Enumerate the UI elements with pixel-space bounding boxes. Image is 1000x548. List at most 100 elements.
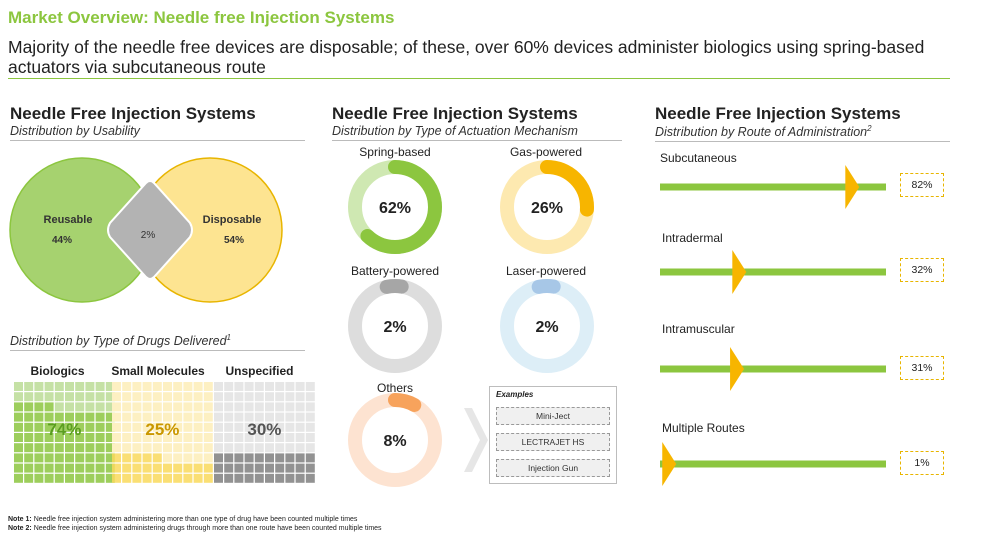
waffle-cell — [224, 433, 234, 442]
waffle-cell — [132, 433, 142, 442]
waffle-cell — [85, 473, 95, 483]
waffle-cell — [285, 433, 295, 442]
waffle-cell — [265, 402, 274, 412]
waffle-cell — [122, 473, 132, 483]
waffle-cell — [285, 422, 295, 432]
waffle-cell — [295, 402, 305, 412]
waffle-cell — [14, 402, 23, 412]
waffle-cell — [224, 422, 234, 432]
waffle-cell — [305, 463, 315, 473]
usability-subtitle: Distribution by Usability — [10, 124, 305, 141]
waffle-cell — [173, 392, 183, 402]
waffle-cell — [54, 402, 64, 412]
waffle-cell — [105, 463, 115, 473]
waffle-cell — [112, 422, 121, 432]
waffle-cell — [85, 443, 95, 453]
waffle-cell — [203, 402, 213, 412]
waffle-cell — [265, 453, 274, 463]
waffle-cell — [163, 453, 172, 463]
waffle-cell — [244, 392, 254, 402]
waffle-cell — [34, 463, 44, 473]
waffle-cell — [183, 473, 193, 483]
waffle-cell — [214, 382, 223, 391]
route-marker-0 — [845, 165, 860, 209]
waffle-cell — [142, 473, 152, 483]
waffle-cell — [254, 382, 264, 391]
waffle-cell — [254, 392, 264, 402]
example-injection-gun: Injection Gun — [496, 459, 610, 477]
waffle-cell — [142, 433, 152, 442]
waffle-cell — [44, 473, 54, 483]
waffle-cell — [14, 473, 23, 483]
waffle-cell — [132, 382, 142, 391]
route-bar-chart — [660, 165, 886, 486]
waffle-cell — [95, 473, 105, 483]
waffle-cell — [112, 382, 121, 391]
venn-disposable-label: Disposable — [203, 214, 262, 226]
footnotes: Note 1: Needle free injection system adm… — [8, 515, 382, 533]
pct-box-intradermal: 32% — [900, 258, 944, 282]
waffle-cell — [142, 402, 152, 412]
waffle-cell — [234, 412, 244, 422]
example-lectrajet: LECTRAJET HS — [496, 433, 610, 451]
waffle-value-1: 25% — [145, 420, 179, 439]
bar-label-intramuscular: Intramuscular — [662, 322, 735, 336]
waffle-cell — [183, 453, 193, 463]
waffle-cell — [152, 433, 162, 442]
waffle-cell — [183, 422, 193, 432]
waffle-cell — [275, 453, 285, 463]
waffle-cell — [44, 453, 54, 463]
waffle-cell — [254, 402, 264, 412]
waffle-cell — [224, 453, 234, 463]
waffle-cell — [132, 402, 142, 412]
waffle-cell — [173, 453, 183, 463]
waffle-cell — [285, 412, 295, 422]
waffle-cell — [24, 463, 34, 473]
waffle-cell — [132, 463, 142, 473]
donut-value: 2% — [535, 319, 558, 336]
waffle-cell — [142, 382, 152, 391]
waffle-cell — [254, 412, 264, 422]
waffle-cell — [122, 422, 132, 432]
waffle-cell — [183, 463, 193, 473]
waffle-cell — [163, 402, 172, 412]
waffle-cell — [214, 433, 223, 442]
waffle-cell — [95, 402, 105, 412]
donut-arc — [348, 160, 442, 254]
waffle-cell — [244, 433, 254, 442]
waffle-cell — [295, 433, 305, 442]
waffle-cell — [203, 412, 213, 422]
waffle-cell — [34, 433, 44, 442]
waffle-cell — [224, 412, 234, 422]
pct-box-subcutaneous: 82% — [900, 173, 944, 197]
waffle-cell — [142, 412, 152, 422]
waffle-cell — [295, 422, 305, 432]
route-title: Needle Free Injection Systems — [655, 104, 901, 123]
waffle-cell — [122, 453, 132, 463]
waffle-cell — [285, 453, 295, 463]
waffle-cell — [152, 392, 162, 402]
waffle-cell — [75, 443, 85, 453]
donut-label-spring: Spring-based — [359, 145, 431, 159]
waffle-cell — [234, 422, 244, 432]
waffle-cell — [275, 463, 285, 473]
waffle-cell — [44, 463, 54, 473]
waffle-cell — [65, 412, 74, 422]
waffle-cell — [24, 443, 34, 453]
waffle-cell — [54, 422, 64, 432]
actuation-title: Needle Free Injection Systems — [332, 104, 578, 123]
waffle-cell — [34, 443, 44, 453]
waffle-cell — [44, 402, 54, 412]
waffle-cell — [112, 392, 121, 402]
waffle-cell — [173, 412, 183, 422]
waffle-cell — [224, 392, 234, 402]
waffle-cell — [95, 382, 105, 391]
waffle-cell — [24, 412, 34, 422]
route-marker-3 — [662, 442, 677, 486]
waffle-cell — [34, 382, 44, 391]
waffle-cell — [142, 443, 152, 453]
waffle-cell — [275, 412, 285, 422]
examples-box: Examples Mini-Ject LECTRAJET HS Injectio… — [489, 386, 617, 484]
waffle-unspecified — [214, 382, 315, 483]
waffle-cell — [44, 433, 54, 442]
